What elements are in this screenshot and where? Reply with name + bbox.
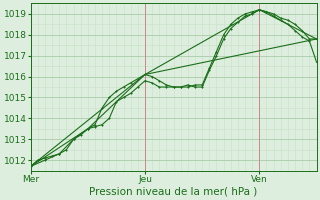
X-axis label: Pression niveau de la mer( hPa ): Pression niveau de la mer( hPa ) <box>90 187 258 197</box>
